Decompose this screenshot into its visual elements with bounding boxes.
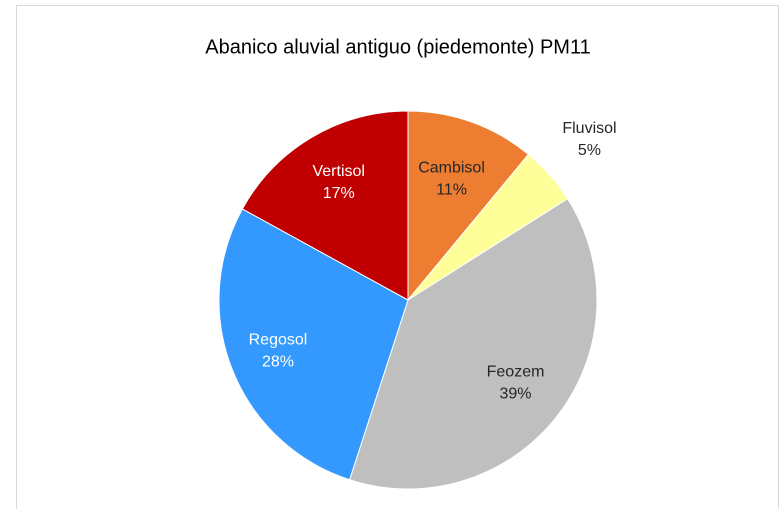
pie-slice (241, 110, 409, 301)
pie-slice (218, 208, 409, 481)
slice-value-label: 17% (323, 185, 355, 202)
slice-value-label: 5% (578, 142, 601, 159)
pie-slice (407, 110, 530, 302)
slice-label: Regosol (249, 332, 308, 349)
slice-label: Vertisol (312, 163, 364, 180)
slice-label: Fluvisol (562, 120, 616, 137)
slice-value-label: 39% (500, 386, 532, 403)
slice-value-label: 11% (436, 181, 467, 198)
slice-label: Feozem (487, 364, 545, 381)
pie-slice (348, 198, 598, 490)
slice-label: Cambisol (418, 159, 485, 176)
chart-title: Abanico aluvial antiguo (piedemonte) PM1… (205, 36, 590, 58)
slice-value-label: 28% (262, 354, 294, 371)
